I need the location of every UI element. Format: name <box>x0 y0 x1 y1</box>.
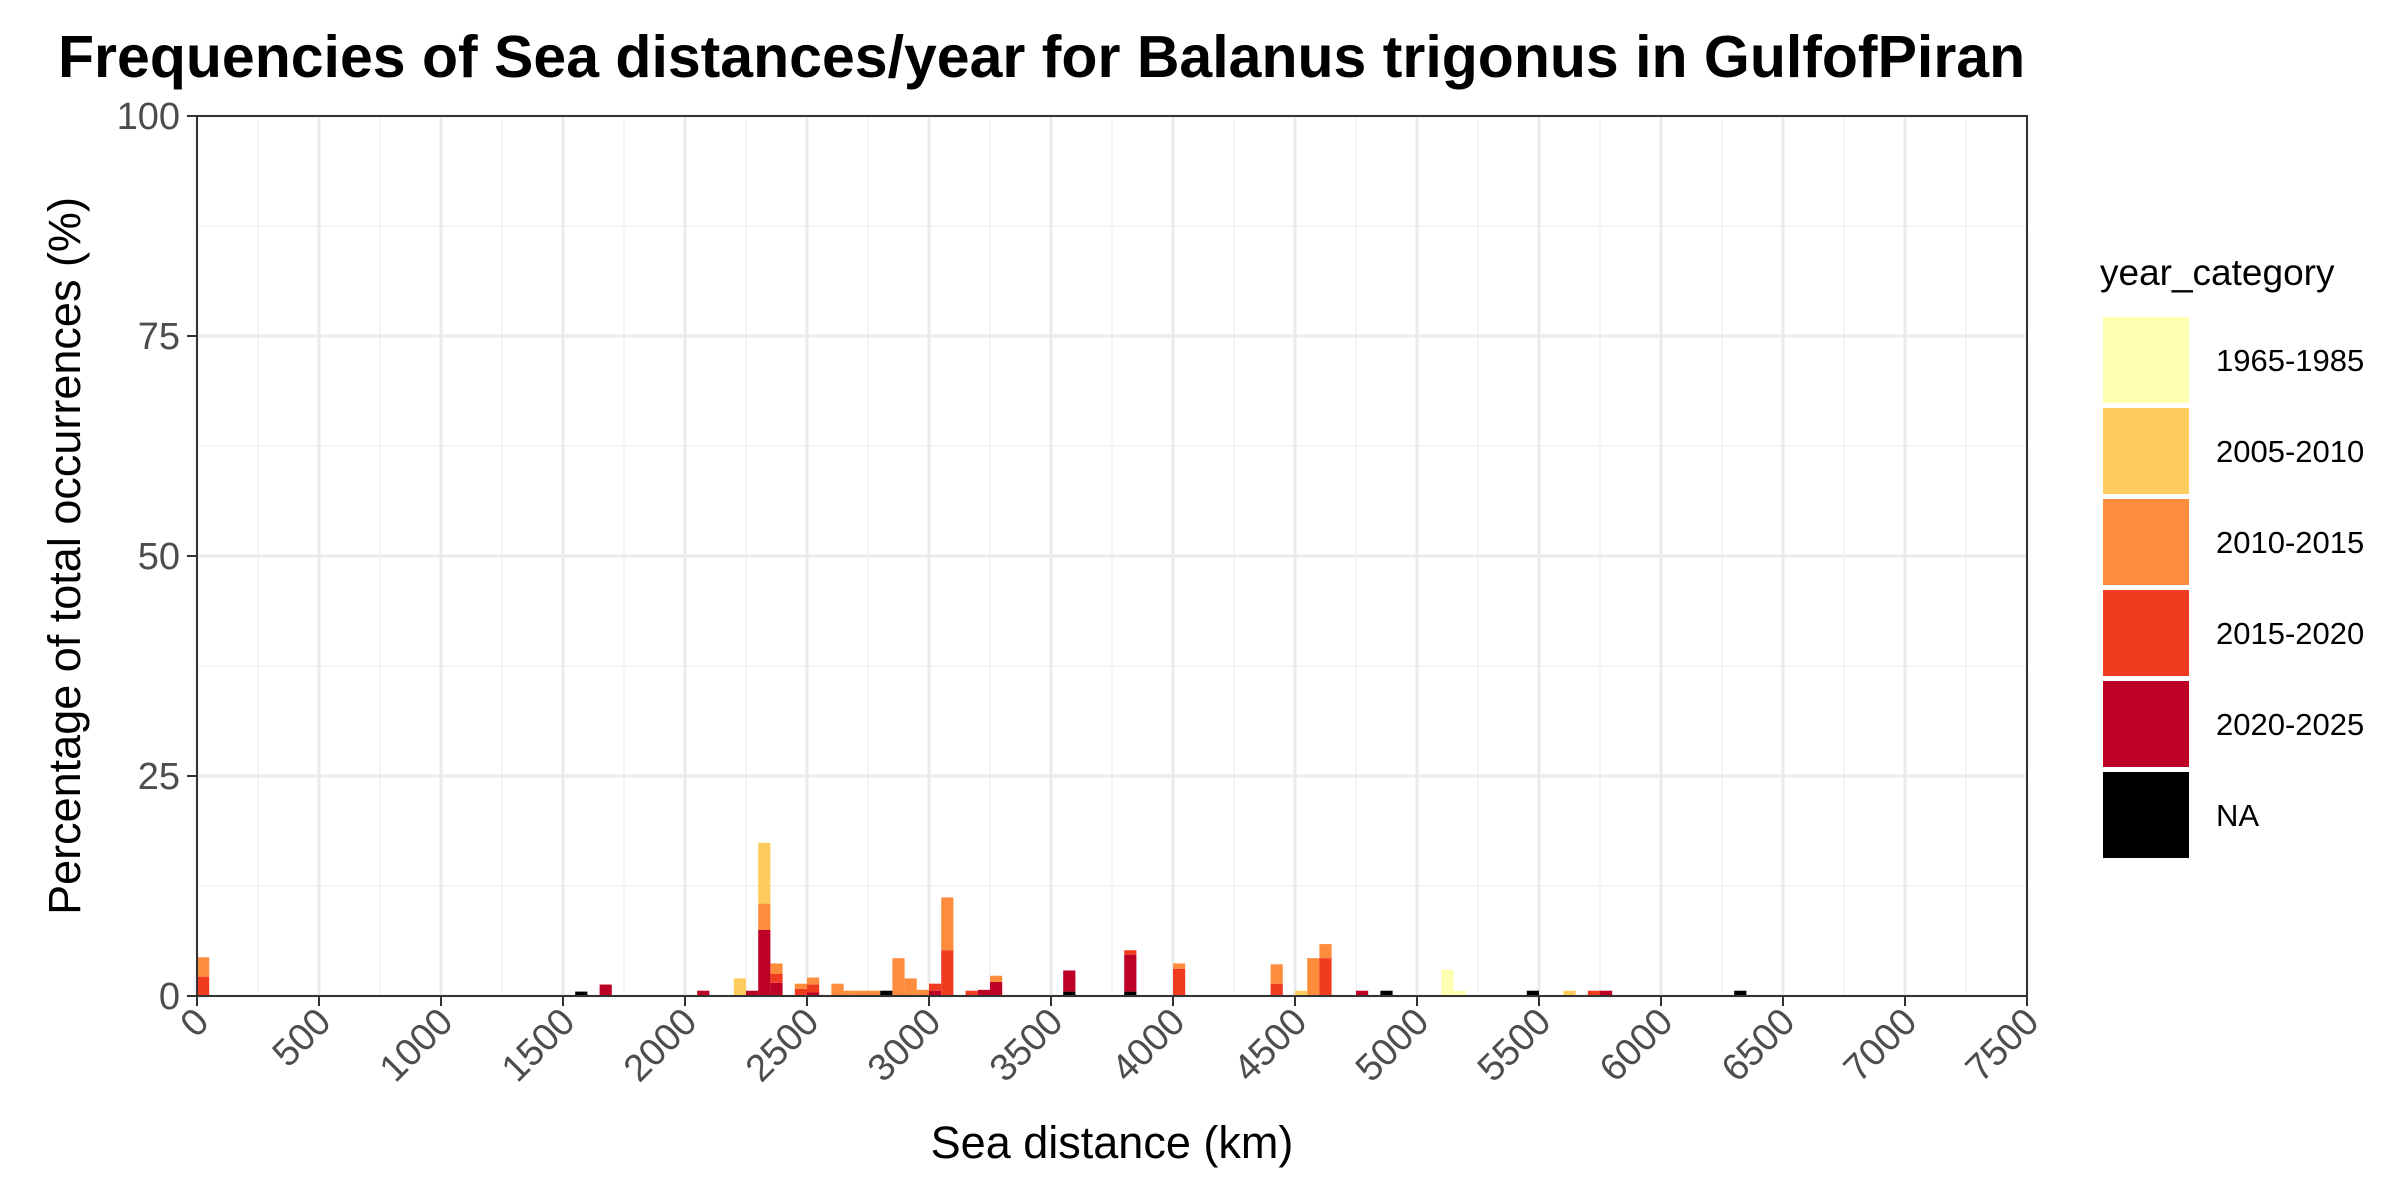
y-axis: 0 25 50 75 100 <box>117 96 197 1018</box>
chart-title: Frequencies of Sea distances/year for Ba… <box>58 24 2025 90</box>
bar-segment <box>1124 950 1137 955</box>
bar-segment <box>770 982 783 996</box>
bar-segment <box>197 976 210 996</box>
bar-segment <box>965 990 978 996</box>
bar-segment <box>1380 990 1393 996</box>
bar-segment <box>807 992 820 996</box>
bar-segment <box>807 977 820 985</box>
bar-segment <box>855 990 868 996</box>
legend-items: 1965-1985 2005-2010 2010-2015 2015-2020 2020… <box>2103 317 2364 858</box>
y-tick-label: 75 <box>138 316 180 358</box>
bar-segment <box>807 984 820 993</box>
bar-segment <box>746 990 759 996</box>
bar-segment <box>1453 990 1466 996</box>
plot-panel <box>195 114 2029 998</box>
bar-segment <box>1295 990 1308 996</box>
legend-key <box>2103 499 2189 585</box>
bar-segment <box>1270 983 1283 996</box>
y-tick-label: 25 <box>138 756 180 798</box>
bar-segment <box>758 903 771 930</box>
legend-key <box>2103 681 2189 767</box>
bar-segment <box>941 950 954 996</box>
bar-segment <box>929 983 942 991</box>
bar-segment <box>758 930 771 996</box>
bar-segment <box>1734 990 1747 996</box>
legend-key <box>2103 408 2189 494</box>
bar-segment <box>770 974 783 983</box>
bar-segment <box>990 981 1003 996</box>
bar-segment <box>1124 991 1137 996</box>
bar-segment <box>599 984 612 996</box>
bar-segment <box>941 897 954 951</box>
bar-segment <box>929 990 942 996</box>
legend-key <box>2103 772 2189 858</box>
legend: year_category 1965-1985 2005-2010 2010-201… <box>2100 252 2364 858</box>
bar-segment <box>697 990 710 996</box>
bar-segment <box>868 990 881 996</box>
bar-segment <box>843 990 856 996</box>
legend-label: NA <box>2216 798 2259 833</box>
bar-segment <box>794 983 807 989</box>
bar-segment <box>197 957 210 977</box>
bar-segment <box>916 989 929 996</box>
bar-segment <box>1356 990 1369 996</box>
legend-label: 2005-2010 <box>2216 434 2364 469</box>
bar-segment <box>1563 990 1576 996</box>
y-tick-label: 50 <box>138 536 180 578</box>
bar-segment <box>880 990 893 996</box>
bar-segment <box>1270 964 1283 984</box>
bar-segment <box>831 983 844 996</box>
y-tick-label: 100 <box>117 96 180 138</box>
bar-segment <box>1441 969 1454 996</box>
bar-segment <box>1124 954 1137 992</box>
bar-segment <box>1063 970 1076 992</box>
bar-segment <box>1063 991 1076 996</box>
bar-segment <box>1587 990 1600 996</box>
bar-segment <box>1319 944 1332 959</box>
legend-key <box>2103 590 2189 676</box>
bar-segment <box>1307 958 1320 996</box>
y-axis-title: Percentage of total occurrences (%) <box>39 197 90 915</box>
bar-segment <box>770 963 783 974</box>
bar-segment <box>1173 963 1186 969</box>
bar-segment <box>758 842 771 904</box>
bar-segment <box>794 988 807 996</box>
y-tick-label: 0 <box>159 976 180 1018</box>
legend-label: 2010-2015 <box>2216 525 2364 560</box>
bar-segment <box>1173 968 1186 996</box>
legend-key <box>2103 317 2189 403</box>
bar-segment <box>1600 990 1613 996</box>
bar-segment <box>904 978 917 996</box>
legend-label: 2020-2025 <box>2216 707 2364 742</box>
bar-segment <box>1319 958 1332 996</box>
bar-segment <box>575 991 588 996</box>
legend-label: 2015-2020 <box>2216 616 2364 651</box>
bar-segment <box>990 975 1003 982</box>
legend-label: 1965-1985 <box>2216 343 2364 378</box>
bar-segment <box>1526 990 1539 996</box>
legend-title: year_category <box>2100 252 2335 293</box>
bar-segment <box>733 978 746 996</box>
bars <box>197 842 1747 996</box>
x-axis-title: Sea distance (km) <box>931 1117 1294 1168</box>
bar-segment <box>892 958 905 996</box>
bar-segment <box>977 989 990 996</box>
